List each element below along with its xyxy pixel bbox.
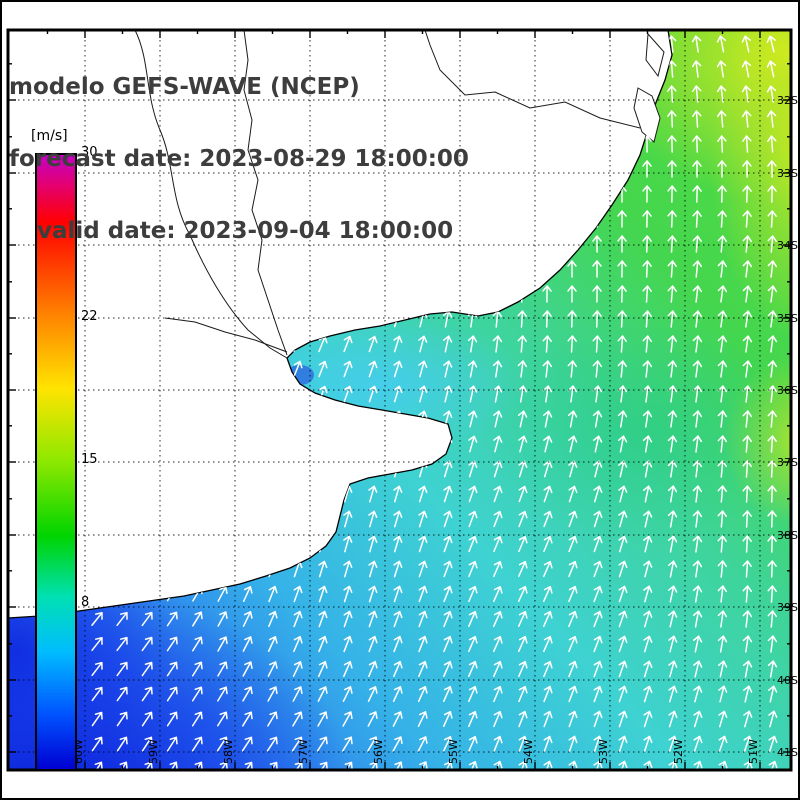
- forecast-date-line: forecast date: 2023-08-29 18:00:00: [9, 146, 469, 172]
- model-title: modelo GEFS-WAVE (NCEP): [9, 74, 360, 100]
- lat-label: 39S: [777, 601, 798, 614]
- lon-label: 54W: [522, 739, 535, 764]
- lon-label: 57W: [297, 739, 310, 764]
- lon-label: 52W: [672, 739, 685, 764]
- lat-label: 34S: [777, 239, 798, 252]
- lat-label: 36S: [777, 384, 798, 397]
- wind-arrows-layer: [91, 35, 778, 770]
- lon-label: 58W: [222, 739, 235, 764]
- uruguay-river-line: [243, 30, 288, 356]
- lon-label: 51W: [747, 739, 760, 764]
- map-frame: [6, 28, 793, 772]
- title-block: modelo GEFS-WAVE (NCEP) forecast date: 2…: [9, 27, 469, 291]
- lon-label: 60W: [72, 739, 85, 764]
- lon-label: 55W: [447, 739, 460, 764]
- mid-speed-patch: [480, 310, 791, 550]
- high-speed-patch-east: [710, 30, 791, 338]
- grid-layer: [8, 30, 791, 770]
- rivers-and-borders: [134, 30, 641, 359]
- lat-label: 33S: [777, 167, 798, 180]
- valid-date-line: valid date: 2023-09-04 18:00:00: [37, 218, 454, 244]
- lon-label: 59W: [147, 739, 160, 764]
- lon-label: 56W: [372, 739, 385, 764]
- border-line: [424, 30, 641, 129]
- lat-label: 40S: [777, 674, 798, 687]
- lat-label: 38S: [777, 529, 798, 542]
- lat-label: 32S: [777, 94, 798, 107]
- lat-label: 35S: [777, 312, 798, 325]
- lon-label: 53W: [597, 739, 610, 764]
- lat-label: 41S: [777, 746, 798, 759]
- latitude-labels: 32S 33S 34S 35S 36S 37S 38S 39S 40S 41S: [777, 94, 798, 759]
- delta-line: [164, 317, 288, 353]
- lat-label: 37S: [777, 456, 798, 469]
- parana-river-line: [134, 30, 288, 359]
- longitude-labels: 60W 59W 58W 57W 56W 55W 54W 53W 52W 51W: [72, 739, 760, 764]
